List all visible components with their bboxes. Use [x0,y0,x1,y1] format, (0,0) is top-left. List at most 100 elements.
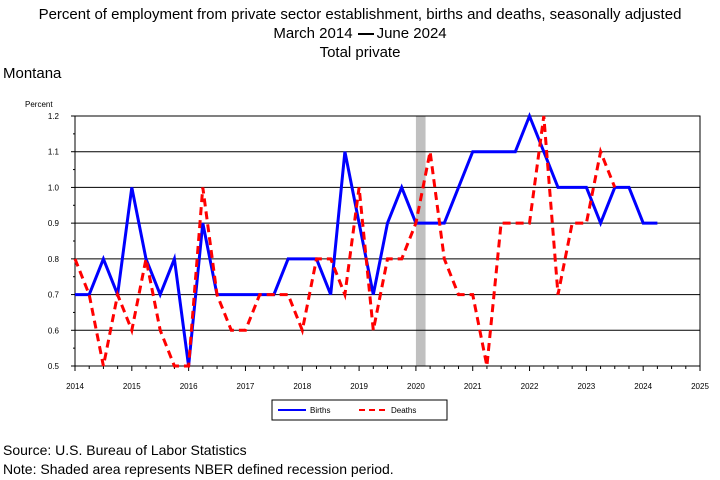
data-point-deaths [202,187,203,188]
y-tick-label: 0.7 [48,291,60,300]
data-point-deaths [344,294,345,295]
x-tick-label: 2023 [577,382,595,391]
x-tick-label: 2020 [407,382,425,391]
date-range: March 2014 June 2024 [0,25,720,43]
series-line-deaths [73,115,617,368]
y-tick-label: 1.0 [48,183,60,192]
x-tick-label: 2024 [634,382,652,391]
x-tick-label: 2017 [237,382,255,391]
y-axis-label: Percent [25,100,53,109]
data-point-deaths [330,258,331,259]
y-tick-label: 0.9 [48,219,60,228]
plot-frame [74,115,701,367]
recession-shade [415,116,426,366]
data-point-births [288,258,289,259]
dash-icon [357,33,374,36]
x-tick-label: 2022 [521,382,539,391]
data-point-births [572,187,573,188]
chart-area: 0.5 0.6 0.7 0.8 0.9 1.0 1.1 1.2 2014 2015 2016 2017… [25,100,710,421]
data-point-births [401,187,402,188]
data-point-births [387,223,388,224]
y-tick-label: 1.2 [48,112,60,121]
data-point-births [529,116,530,117]
data-point-births [628,187,629,188]
x-tick-label: 2016 [180,382,198,391]
data-point-births [245,294,246,295]
legend-label-births: Births [310,406,330,415]
data-point-births [103,258,104,259]
data-point-births [174,258,175,259]
date-start: March 2014 [273,25,353,42]
chart-subtitle: Total private [319,44,401,61]
data-point-deaths [515,223,516,224]
data-point-deaths [557,294,558,295]
data-point-deaths [302,330,303,331]
data-point-deaths [444,258,445,259]
data-point-births [444,223,445,224]
chart-title: Percent of employment from private secto… [38,6,682,23]
data-point-births [359,223,360,224]
data-point-deaths [572,223,573,224]
y-tick-label: 0.6 [48,326,60,335]
grid-layer [75,151,700,331]
data-point-births [231,294,232,295]
recession-note: Note: Shaded area represents NBER define… [3,461,394,477]
data-point-deaths [188,366,189,367]
data-point-deaths [600,151,601,152]
recession-layer [415,116,426,366]
data-point-births [515,151,516,152]
data-point-births [131,187,132,188]
data-point-births [543,151,544,152]
date-end: June 2024 [376,25,447,42]
data-point-births [344,151,345,152]
data-point-deaths [501,223,502,224]
x-tick-label: 2025 [691,382,709,391]
data-point-deaths [160,330,161,331]
x-tick-label: 2019 [350,382,368,391]
data-point-births [657,223,658,224]
y-tick-label: 0.5 [48,362,60,371]
x-tick-label: 2018 [293,382,311,391]
data-point-deaths [103,366,104,367]
data-point-deaths [415,223,416,224]
source-note: Source: U.S. Bureau of Labor Statistics [3,442,247,458]
data-point-deaths [316,258,317,259]
y-tick-label: 0.8 [48,255,60,264]
data-point-deaths [387,258,388,259]
data-point-births [600,223,601,224]
data-point-births [330,294,331,295]
data-point-births [373,294,374,295]
data-point-deaths [174,366,175,367]
data-point-births [501,151,502,152]
data-point-deaths [543,116,544,117]
data-point-deaths [288,294,289,295]
data-point-deaths [259,294,260,295]
series-layer [73,111,658,368]
data-point-deaths [231,330,232,331]
data-point-deaths [146,258,147,259]
data-point-deaths [401,258,402,259]
x-tick-label: 2021 [464,382,482,391]
y-tick-label: 1.1 [48,148,60,157]
data-point-deaths [586,223,587,224]
legend: Births Deaths [271,399,448,421]
data-point-deaths [472,294,473,295]
x-tick-label: 2015 [123,382,141,391]
data-point-births [75,294,76,295]
data-point-births [302,258,303,259]
data-point-deaths [614,187,615,188]
data-point-deaths [217,294,218,295]
data-point-deaths [373,330,374,331]
data-point-deaths [359,187,360,188]
data-point-births [472,151,473,152]
data-point-births [160,294,161,295]
data-point-deaths [486,366,487,367]
data-point-deaths [245,330,246,331]
data-point-deaths [430,151,431,152]
tick-layer: 0.5 0.6 0.7 0.8 0.9 1.0 1.1 1.2 2014 2015 2016 2017… [48,112,710,391]
x-tick-label: 2014 [66,382,84,391]
data-point-deaths [458,294,459,295]
data-point-births [202,223,203,224]
data-point-deaths [131,330,132,331]
data-point-deaths [89,294,90,295]
